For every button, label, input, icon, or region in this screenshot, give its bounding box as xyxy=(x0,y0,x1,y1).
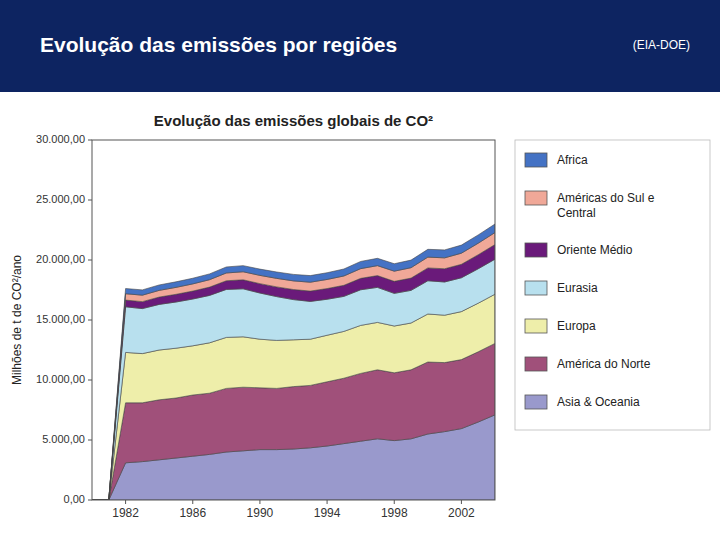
y-tick-label: 10.000,00 xyxy=(36,373,85,385)
legend-entry: Eurasia xyxy=(557,281,598,295)
legend-entry-line: Africa xyxy=(557,153,588,167)
x-tick xyxy=(125,500,126,504)
legend: Africa Américas do Sul eCentral Oriente Mé… xyxy=(515,140,710,430)
legend-entry: Oriente Médio xyxy=(557,243,633,257)
x-tick-label: 1994 xyxy=(314,506,341,520)
plot-frame xyxy=(92,140,495,500)
slide-title: Evolução das emissões por regiões xyxy=(40,33,397,56)
y-tick-label: 0,00 xyxy=(64,493,85,505)
legend-entry: Américas do Sul eCentral xyxy=(557,191,655,219)
y-tick-label: 20.000,00 xyxy=(36,253,85,265)
x-tick xyxy=(394,500,395,504)
header-band xyxy=(0,0,720,92)
y-tick xyxy=(88,440,92,441)
area-series xyxy=(92,233,495,500)
legend-swatch xyxy=(525,191,547,205)
legend-entry-line: Central xyxy=(557,206,596,220)
legend-entry-line: Europa xyxy=(557,319,596,333)
x-tick-label: 1998 xyxy=(381,506,408,520)
legend-entry: Africa xyxy=(557,153,588,167)
y-tick-label: 15.000,00 xyxy=(36,313,85,325)
y-tick-label: 5.000,00 xyxy=(42,433,85,445)
y-tick xyxy=(88,500,92,501)
x-tick xyxy=(461,500,462,504)
legend-swatch xyxy=(525,243,547,257)
legend-entry-line: Américas do Sul e xyxy=(557,191,655,205)
legend-entry-line: Eurasia xyxy=(557,281,598,295)
legend-swatch xyxy=(525,319,547,333)
x-tick xyxy=(192,500,193,504)
area-series xyxy=(92,224,495,500)
legend-entry-line: Asia & Oceania xyxy=(557,395,640,409)
y-tick-label: 30.000,00 xyxy=(36,133,85,145)
x-tick xyxy=(259,500,260,504)
chart-title: Evolução das emissões globais de CO² xyxy=(154,112,433,129)
x-tick-label: 1990 xyxy=(247,506,274,520)
legend-swatch xyxy=(525,281,547,295)
y-tick xyxy=(88,320,92,321)
slide-subtitle: (EIA-DOE) xyxy=(633,38,690,52)
legend-entry: América do Norte xyxy=(557,357,651,371)
chart-root: Evolução das emissões por regiões (EIA-DO… xyxy=(0,0,720,540)
y-tick-label: 25.000,00 xyxy=(36,193,85,205)
y-tick xyxy=(88,260,92,261)
x-tick-label: 2002 xyxy=(448,506,475,520)
legend-swatch xyxy=(525,395,547,409)
x-tick xyxy=(327,500,328,504)
legend-swatch xyxy=(525,153,547,167)
y-tick xyxy=(88,200,92,201)
legend-entry-line: Oriente Médio xyxy=(557,243,633,257)
areas xyxy=(92,224,495,500)
y-tick xyxy=(88,380,92,381)
legend-swatch xyxy=(525,357,547,371)
legend-entry: Asia & Oceania xyxy=(557,395,640,409)
legend-entry: Europa xyxy=(557,319,596,333)
legend-box xyxy=(515,140,710,430)
y-axis-label: Milhões de t de CO²/ano xyxy=(10,255,24,385)
x-tick-label: 1982 xyxy=(112,506,139,520)
legend-entry-line: América do Norte xyxy=(557,357,651,371)
x-tick-label: 1986 xyxy=(179,506,206,520)
y-tick xyxy=(88,140,92,141)
